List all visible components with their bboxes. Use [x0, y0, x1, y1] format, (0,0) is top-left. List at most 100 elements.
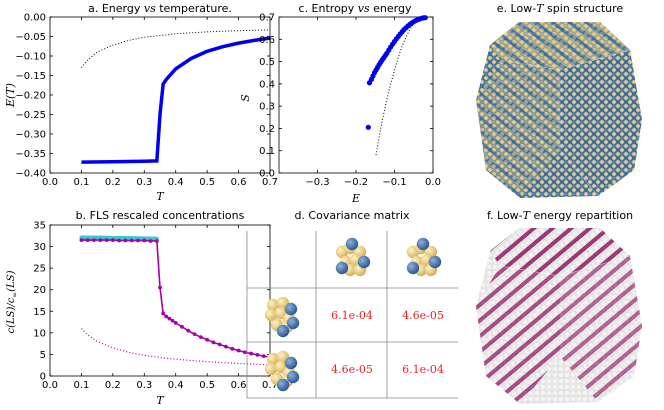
fls-main-point	[164, 314, 169, 319]
cluster-atom-blue	[276, 378, 290, 392]
cluster-atom-blue	[416, 237, 430, 251]
cluster-header-col2	[406, 237, 442, 277]
cluster-atom-blue	[286, 370, 300, 384]
panel-c-entropy-vs-energy: c. Entropy vs energy −0.3 −0.2 −0.1 0.0 0.0…	[239, 2, 441, 205]
panel-a-ytick-label: −0.20	[15, 91, 46, 102]
panel-d-title: d. Covariance matrix	[294, 209, 410, 222]
panel-a-ytick-label: −0.05	[15, 32, 46, 43]
cluster-atom-blue	[406, 261, 420, 275]
covariance-grid	[246, 231, 458, 399]
cluster-atom-yellow	[264, 308, 278, 322]
panel-b-fls-rescaled-concentrations: b. FLS rescaled concentrations 0.0 0.1 0.2…	[6, 209, 278, 407]
panel-b-series	[79, 235, 272, 366]
fls-cyan-band	[81, 235, 157, 241]
panel-a-xtick-label: 0.4	[168, 177, 184, 188]
panel-f-energy-repartition: f. Low-T energy repartition	[476, 209, 642, 404]
entropy-point	[422, 15, 428, 21]
panel-c-ytick-label: 0.4	[259, 79, 275, 90]
panel-e-spin-structure: e. Low-T spin structure	[476, 2, 642, 198]
panel-b-ytick-label: 0	[40, 372, 46, 383]
panel-a-energy-vs-temperature: a. Energy vs temperature. 0.0 0.1 0.2 0.3 0.…	[4, 2, 278, 203]
panel-c-ytick-label: 0.1	[259, 146, 275, 157]
panel-c-ytick-label: 0.7	[259, 13, 275, 24]
fls-main-point	[85, 238, 90, 243]
panel-a-xtick-label: 0.7	[262, 177, 278, 188]
fls-dotted-line	[80, 328, 271, 366]
panel-b-xtick-label: 0.0	[42, 380, 58, 391]
panel-a-ytick-label: 0.00	[24, 13, 46, 24]
panel-c-xtick-label: −0.1	[382, 177, 406, 188]
panel-a-xtick-label: 0.6	[231, 177, 247, 188]
cluster-atom-blue	[357, 255, 371, 269]
fls-main-point	[170, 318, 175, 323]
cluster-atom-blue	[286, 316, 300, 330]
cov-cell-r2c1: 4.6e-05	[331, 363, 373, 376]
panel-a-ytick-label: −0.25	[15, 110, 46, 121]
fls-main-point	[224, 344, 228, 349]
fls-main-point	[180, 324, 184, 329]
cov-cell-r1c2: 4.6e-05	[402, 309, 444, 322]
fls-main-point	[173, 321, 178, 325]
panel-e-title: e. Low-T spin structure	[497, 2, 624, 15]
panel-a-xtick-label: 0.0	[42, 177, 58, 188]
fls-main-point	[198, 335, 203, 340]
panel-f-title: f. Low-T energy repartition	[487, 209, 633, 222]
panel-a-ytick-label: −0.40	[15, 169, 46, 180]
panel-c-ytick-label: 0.6	[259, 35, 275, 46]
cluster-atom-blue	[428, 255, 442, 269]
panel-b-xtick-label: 0.1	[73, 380, 89, 391]
panel-c-y-ticks: 0.0 0.1 0.2 0.3 0.4 0.5 0.6 0.7	[259, 13, 433, 180]
fls-cyan-point	[126, 235, 131, 240]
spin-polyhedron-image	[476, 22, 642, 198]
panel-a-xtick-label: 0.3	[136, 177, 152, 188]
panel-b-xlabel: T	[156, 394, 165, 407]
panel-c-ylabel: S	[239, 94, 252, 102]
fls-main-point	[158, 285, 162, 290]
fls-main-point	[261, 354, 266, 359]
panel-b-xtick-label: 0.2	[105, 380, 121, 391]
fls-main-point	[142, 238, 147, 243]
cluster-atom-blue	[335, 261, 349, 275]
energy-solid-line	[81, 36, 271, 164]
cluster-header-row1	[264, 296, 300, 338]
fls-cyan-point	[95, 235, 100, 240]
panel-b-ytick-label: 10	[33, 328, 46, 339]
panel-c-ytick-label: 0.2	[259, 124, 275, 135]
fls-main-point	[161, 311, 166, 316]
cov-cell-r2c2: 6.1e-04	[402, 363, 444, 376]
panel-c-axes-frame	[278, 16, 434, 174]
panel-b-axes-frame	[49, 224, 271, 377]
fls-main-line	[81, 239, 271, 358]
cluster-atom-blue	[345, 237, 359, 251]
panel-a-ytick-label: −0.10	[15, 52, 46, 63]
cluster-header-col1	[335, 237, 371, 277]
cluster-header-row2	[264, 350, 300, 392]
cov-cell-r1c1: 6.1e-04	[331, 309, 373, 322]
panel-b-title: b. FLS rescaled concentrations	[76, 209, 245, 222]
panel-b-ytick-label: 20	[33, 285, 46, 296]
fls-main-point	[110, 238, 115, 243]
fls-main-point	[192, 332, 197, 337]
panel-c-title: c. Entropy vs energy	[299, 2, 412, 15]
panel-a-ytick-label: −0.30	[15, 130, 46, 141]
panel-b-xtick-label: 0.4	[168, 380, 184, 391]
panel-c-xlabel: E	[351, 192, 360, 205]
fls-main-point	[148, 239, 153, 243]
panel-a-x-ticks: 0.0 0.1 0.2 0.3 0.4 0.5 0.6 0.7	[42, 17, 278, 188]
fls-main-point	[92, 238, 96, 243]
panel-a-y-ticks: 0.00 −0.05 −0.10 −0.15 −0.20 −0.25 −0.30 −0.35 −…	[15, 13, 270, 180]
panel-a-series	[81, 29, 271, 164]
cluster-atom-blue	[284, 302, 298, 316]
fls-main-point	[123, 238, 128, 243]
panel-c-ytick-label: 0.3	[259, 102, 275, 113]
panel-a-title: a. Energy vs temperature.	[88, 2, 232, 15]
fls-main-point	[186, 328, 191, 333]
panel-c-ytick-label: 0.0	[259, 169, 275, 180]
cluster-atom-yellow	[266, 298, 280, 312]
fls-main-point	[117, 238, 122, 243]
panel-c-x-ticks: −0.3 −0.2 −0.1 0.0	[305, 17, 441, 188]
panel-b-xtick-label: 0.7	[262, 380, 278, 391]
panel-b-ytick-label: 15	[33, 307, 46, 318]
fls-main-point	[217, 342, 222, 347]
